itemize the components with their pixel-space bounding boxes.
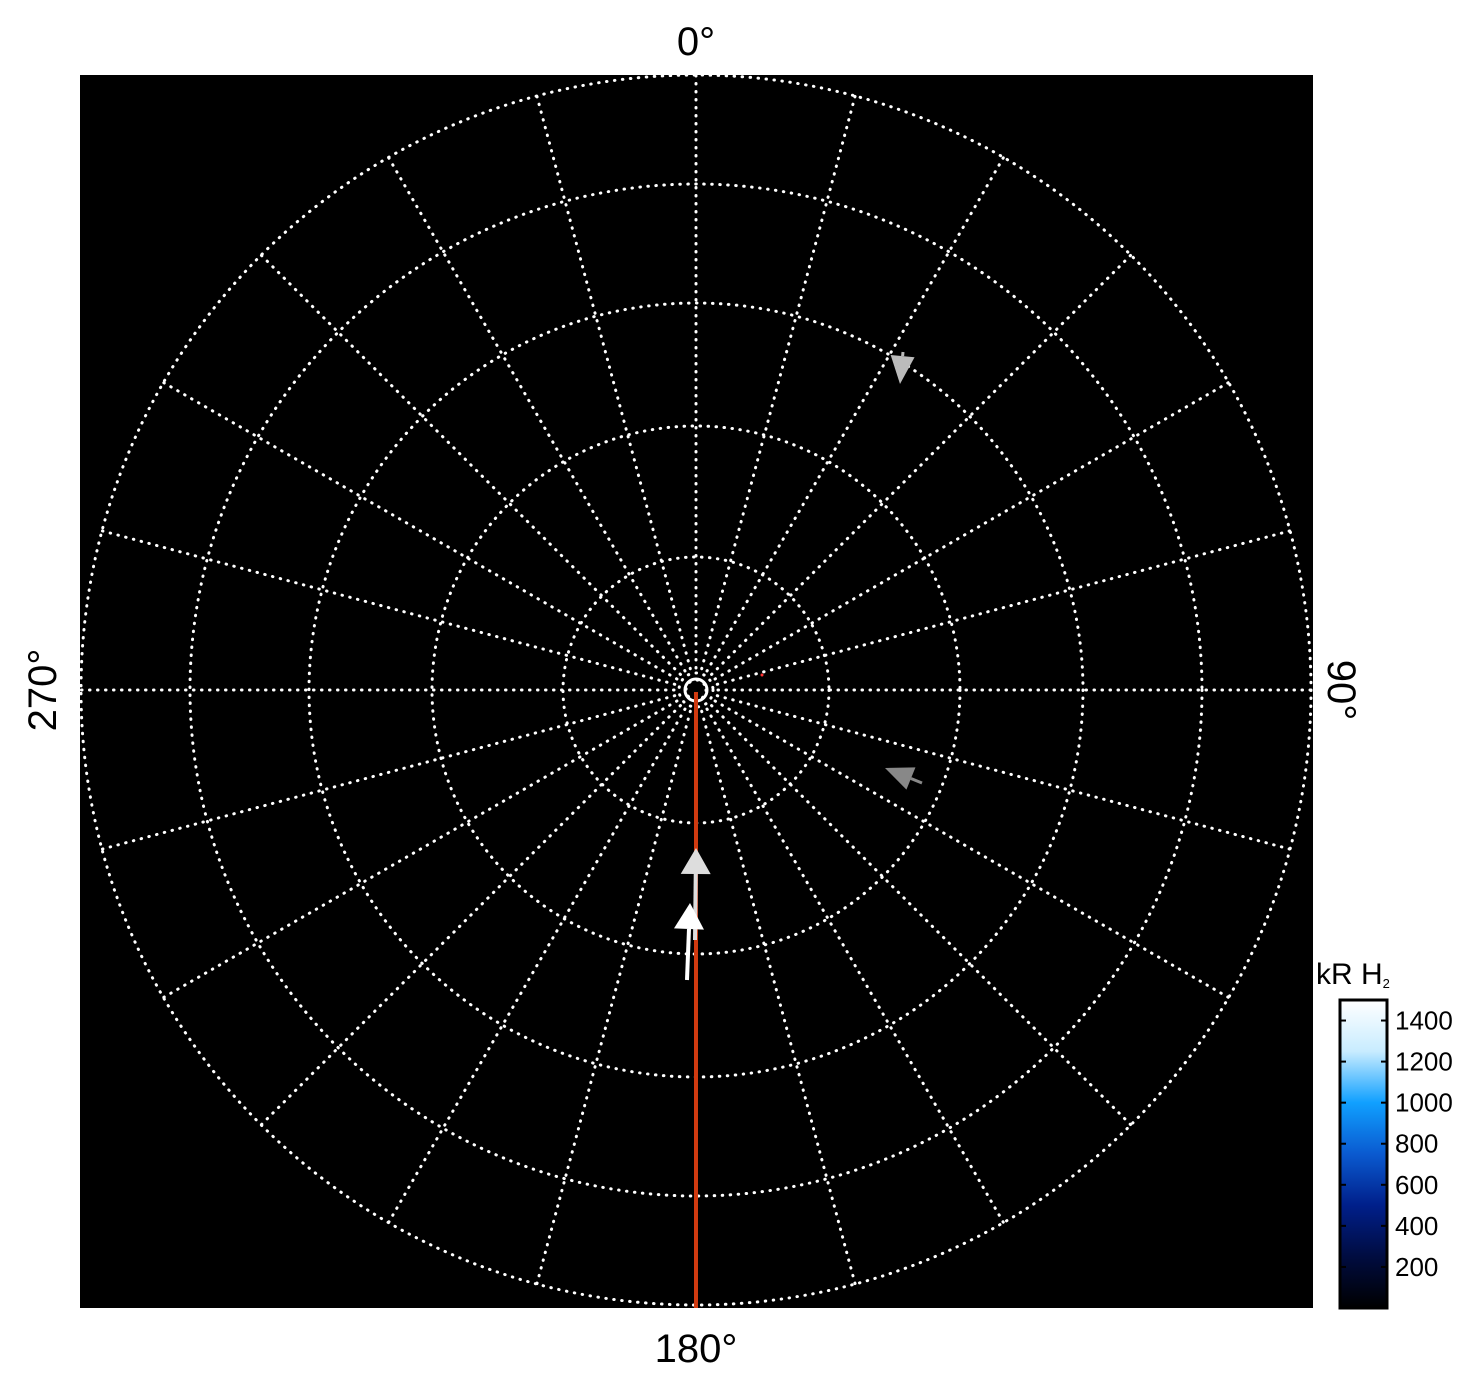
- colorbar-tick-label: 1200: [1395, 1047, 1453, 1077]
- angle-label-180: 180°: [655, 1327, 738, 1371]
- polar-grid: [79, 73, 1313, 1307]
- colorbar-tick-label: 200: [1395, 1252, 1438, 1282]
- grid-spoke: [535, 709, 692, 1286]
- arrow-shaft: [693, 873, 698, 941]
- grid-spoke: [715, 529, 1292, 686]
- angle-label-0: 0°: [677, 20, 715, 64]
- grid-spoke: [535, 94, 692, 671]
- grid-spoke: [259, 704, 682, 1127]
- arrow-shaft: [910, 777, 923, 785]
- colorbar-tick-label: 400: [1395, 1211, 1438, 1241]
- arrow-head: [890, 355, 915, 384]
- data-dot: [760, 673, 764, 677]
- colorbar-tick-label: 1400: [1395, 1006, 1453, 1036]
- colorbar-tick-label: 1000: [1395, 1088, 1453, 1118]
- colorbar-gradient: [1338, 998, 1389, 1310]
- grid-spoke: [710, 253, 1133, 676]
- grid-spoke: [387, 707, 687, 1225]
- grid-spoke: [161, 699, 679, 999]
- grid-spoke: [710, 704, 1133, 1127]
- grid-spoke: [161, 381, 679, 681]
- arrow-shaft: [685, 928, 691, 981]
- grid-spoke: [700, 94, 857, 671]
- grid-spoke: [715, 694, 1292, 851]
- grid-spoke: [259, 253, 682, 676]
- grid-spoke: [713, 381, 1231, 681]
- grid-spoke: [705, 707, 1005, 1225]
- grid-circle: [677, 671, 715, 709]
- grid-spoke: [387, 155, 687, 673]
- traces: [673, 351, 923, 1308]
- grid-circle: [188, 182, 1204, 1198]
- arrow-head: [885, 767, 916, 790]
- arrow-head: [673, 903, 704, 930]
- grid-spoke: [713, 699, 1231, 999]
- colorbar: kR H2 200 400 600 800 1000 1200 1400: [1316, 958, 1453, 1310]
- colorbar-tick-label: 600: [1395, 1170, 1438, 1200]
- grid-spoke: [705, 155, 1005, 673]
- grid-spoke: [700, 709, 857, 1286]
- angle-label-90: 90°: [1319, 660, 1363, 721]
- grid-spoke: [100, 694, 677, 851]
- colorbar-tick-label: 800: [1395, 1129, 1438, 1159]
- arrow-head: [680, 848, 711, 875]
- angle-label-270: 270°: [21, 649, 65, 732]
- grid-spoke: [100, 529, 677, 686]
- colorbar-ticks: 200 400 600 800 1000 1200 1400: [1340, 1006, 1453, 1282]
- colorbar-label: kR H2: [1316, 958, 1390, 991]
